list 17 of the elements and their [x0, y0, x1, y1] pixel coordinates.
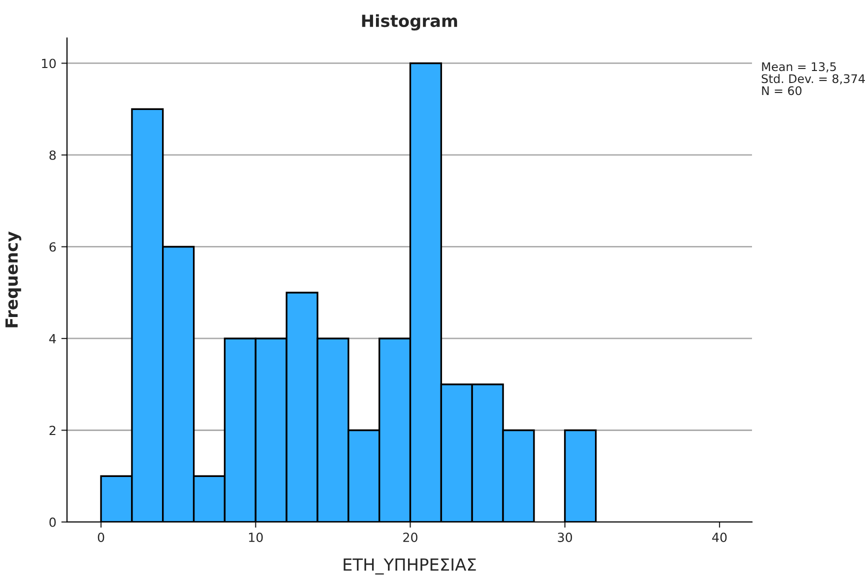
text: Mean = 13,5 — [762, 62, 836, 72]
x-tick-label: 20 — [403, 532, 418, 542]
y-axis-title: Frequency — [5, 232, 22, 328]
y-tick-label: 4 — [49, 334, 56, 344]
text: Std. Dev. = 8,374 — [762, 74, 865, 84]
y-tick-label: 0 — [49, 517, 56, 527]
x-axis-title: ΕΤΗ_ΥΠΗΡΕΣΙΑΣ — [344, 558, 476, 575]
y-tick-label: 8 — [49, 150, 56, 160]
x-tick-label: 0 — [98, 532, 104, 542]
y-tick-label: 2 — [50, 426, 56, 435]
x-tick-label: 10 — [249, 532, 263, 542]
x-tick-label: 30 — [558, 532, 572, 542]
y-tick-label: 6 — [50, 242, 56, 252]
x-tick-label: 40 — [712, 532, 727, 542]
y-tick-label: 10 — [42, 58, 56, 68]
chart-title: Histogram — [362, 14, 458, 30]
text: N = 60 — [762, 86, 802, 96]
